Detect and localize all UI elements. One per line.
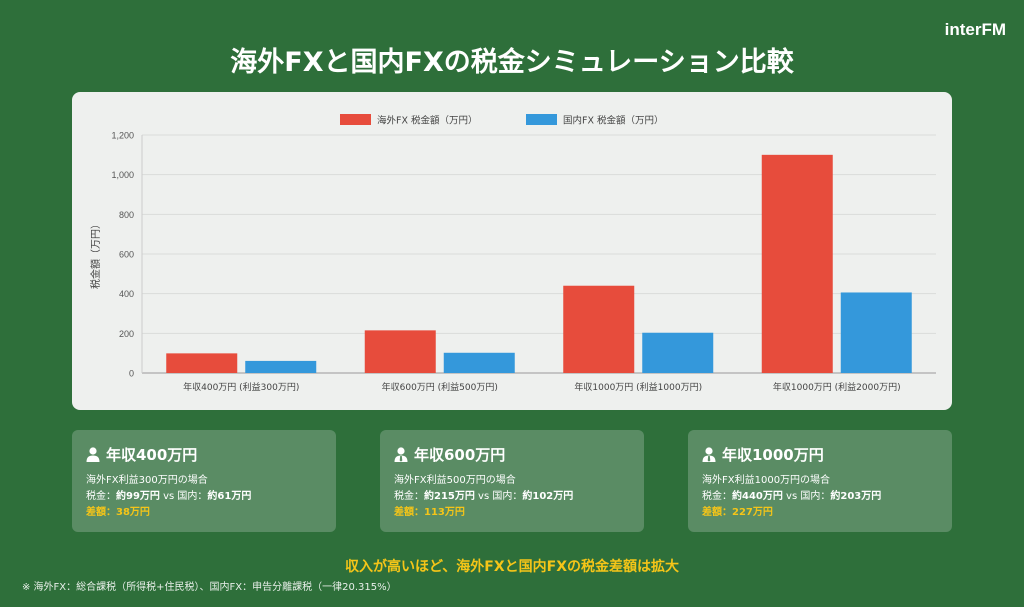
card-title-text: 年収1000万円 [722, 446, 824, 464]
y-axis-label: 税金額（万円） [89, 219, 102, 289]
card-title-text: 年収400万円 [106, 446, 198, 464]
person-icon [86, 447, 100, 462]
bar-chart: 0 200 400 600 800 1,000 1,200 税金額（万円） 年収400万円 (利… [89, 114, 936, 393]
overseas-tax: 約440万円 [732, 491, 783, 502]
page-title: 海外FXと国内FXの税金シミュレーション比較 [230, 47, 794, 78]
y-tick-label: 0 [129, 369, 134, 379]
bar-overseas [563, 285, 635, 373]
y-tick-label: 200 [119, 329, 134, 339]
bar-overseas [166, 353, 238, 373]
y-tick-label: 600 [119, 250, 134, 260]
brand-logo: interFM [944, 20, 1006, 39]
y-tick-label: 400 [119, 289, 134, 299]
domestic-tax: 約102万円 [522, 491, 574, 502]
x-tick-label: 年収600万円 (利益500万円) [382, 381, 498, 393]
card-scenario: 海外FX利益300万円の場合 [86, 475, 208, 486]
card-tax-line: 税金：約215万円 vs 国内：約102万円 [394, 491, 574, 502]
card-diff: 差額：227万円 [702, 507, 773, 518]
legend-label: 海外FX 税金額（万円） [377, 115, 478, 127]
bar-domestic [840, 292, 912, 373]
card-diff: 差額：38万円 [86, 507, 150, 518]
x-tick-label: 年収400万円 (利益300万円) [183, 381, 299, 393]
bar-domestic [443, 352, 515, 373]
card-title: 年収1000万円 [702, 444, 938, 465]
card-scenario: 海外FX利益500万円の場合 [394, 475, 516, 486]
x-tick-label: 年収1000万円 (利益1000万円) [574, 381, 702, 393]
card-tax-line: 税金：約440万円 vs 国内：約203万円 [702, 491, 882, 502]
y-tick-label: 1,200 [111, 131, 134, 141]
income-card-1000: 年収1000万円 海外FX利益1000万円の場合 税金：約440万円 vs 国内… [688, 430, 952, 532]
card-title: 年収600万円 [394, 444, 630, 465]
domestic-tax: 約61万円 [207, 491, 252, 502]
conclusion-text: 収入が高いほど、海外FXと国内FXの税金差額は拡大 [344, 559, 679, 575]
legend-swatch [340, 114, 371, 125]
person-tie-icon [702, 447, 716, 462]
bar-domestic [245, 360, 317, 373]
card-title: 年収400万円 [86, 444, 322, 465]
card-scenario: 海外FX利益1000万円の場合 [702, 475, 831, 486]
card-tax-line: 税金：約99万円 vs 国内：約61万円 [86, 491, 252, 502]
overseas-tax: 約99万円 [116, 491, 160, 502]
bar-overseas [364, 330, 436, 373]
legend-swatch [526, 114, 557, 125]
bar-overseas [761, 154, 833, 373]
income-card-600: 年収600万円 海外FX利益500万円の場合 税金：約215万円 vs 国内：約… [380, 430, 644, 532]
income-card-400: 年収400万円 海外FX利益300万円の場合 税金：約99万円 vs 国内：約6… [72, 430, 336, 532]
legend-label: 国内FX 税金額（万円） [563, 115, 664, 127]
overseas-tax: 約215万円 [424, 491, 475, 502]
card-diff: 差額：113万円 [394, 507, 465, 518]
domestic-tax: 約203万円 [830, 491, 882, 502]
y-tick-label: 1,000 [111, 170, 134, 180]
card-title-text: 年収600万円 [414, 446, 506, 464]
chart-panel: 0 200 400 600 800 1,000 1,200 税金額（万円） 年収400万円 (利… [72, 92, 952, 410]
x-tick-label: 年収1000万円 (利益2000万円) [773, 381, 901, 393]
footnote: ※ 海外FX：総合課税（所得税+住民税）、国内FX：申告分離課税（一律20.31… [22, 582, 397, 593]
person-tie-icon [394, 447, 408, 462]
bar-domestic [642, 332, 714, 373]
y-tick-label: 800 [119, 210, 134, 220]
